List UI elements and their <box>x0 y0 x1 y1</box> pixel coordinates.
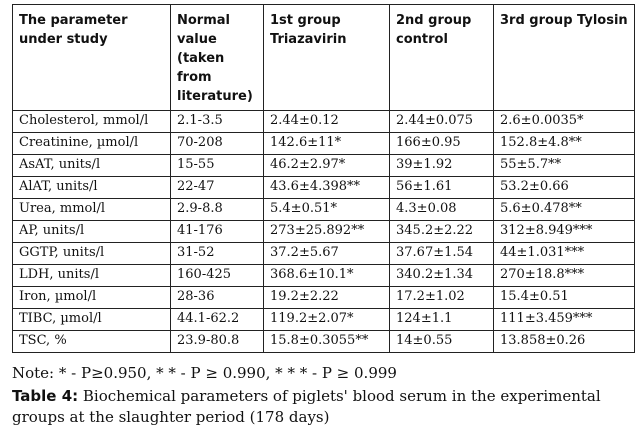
cell-parameter: GGTP, units/l <box>12 242 171 265</box>
table-row: LDH, units/l 160-425 368.6±10.1* 340.2±1… <box>12 264 635 287</box>
cell-normal: 70-208 <box>170 132 264 155</box>
header-parameter: The parameter under study <box>12 4 171 111</box>
cell-parameter: Urea, mmol/l <box>12 198 171 221</box>
table-row: TSC, % 23.9-80.8 15.8±0.3055** 14±0.55 1… <box>12 330 635 353</box>
cell-group-2: 340.2±1.34 <box>389 264 494 287</box>
cell-normal: 44.1-62.2 <box>170 308 264 331</box>
table-caption: Table 4: Biochemical parameters of pigle… <box>12 386 632 428</box>
cell-parameter: Creatinine, µmol/l <box>12 132 171 155</box>
cell-group-2: 37.67±1.54 <box>389 242 494 265</box>
caption-text: Biochemical parameters of piglets' blood… <box>12 387 601 426</box>
cell-group-3: 111±3.459*** <box>493 308 635 331</box>
cell-group-3: 55±5.7** <box>493 154 635 177</box>
cell-group-3: 312±8.949*** <box>493 220 635 243</box>
table-row: Urea, mmol/l 2.9-8.8 5.4±0.51* 4.3±0.08 … <box>12 198 635 221</box>
cell-normal: 28-36 <box>170 286 264 309</box>
cell-group-2: 39±1.92 <box>389 154 494 177</box>
cell-parameter: Cholesterol, mmol/l <box>12 110 171 133</box>
cell-group-1: 43.6±4.398** <box>263 176 390 199</box>
cell-group-3: 13.858±0.26 <box>493 330 635 353</box>
cell-normal: 23.9-80.8 <box>170 330 264 353</box>
cell-parameter: AlAT, units/l <box>12 176 171 199</box>
cell-group-1: 368.6±10.1* <box>263 264 390 287</box>
cell-group-2: 17.2±1.02 <box>389 286 494 309</box>
cell-group-1: 142.6±11* <box>263 132 390 155</box>
header-group-2: 2nd group control <box>389 4 494 111</box>
cell-group-1: 19.2±2.22 <box>263 286 390 309</box>
header-normal-value: Normal value (taken from literature) <box>170 4 264 111</box>
cell-parameter: Iron, µmol/l <box>12 286 171 309</box>
cell-group-2: 166±0.95 <box>389 132 494 155</box>
cell-normal: 15-55 <box>170 154 264 177</box>
cell-normal: 2.9-8.8 <box>170 198 264 221</box>
header-group-3: 3rd group Tylosin <box>493 4 635 111</box>
cell-parameter: TIBC, µmol/l <box>12 308 171 331</box>
cell-group-3: 53.2±0.66 <box>493 176 635 199</box>
cell-group-2: 14±0.55 <box>389 330 494 353</box>
significance-note: Note: * - P≥0.950, * * - P ≥ 0.990, * * … <box>12 364 397 382</box>
cell-group-1: 273±25.892** <box>263 220 390 243</box>
cell-group-1: 37.2±5.67 <box>263 242 390 265</box>
cell-normal: 41-176 <box>170 220 264 243</box>
cell-parameter: AsAT, units/l <box>12 154 171 177</box>
table-row: GGTP, units/l 31-52 37.2±5.67 37.67±1.54… <box>12 242 635 265</box>
cell-group-3: 152.8±4.8** <box>493 132 635 155</box>
cell-group-2: 345.2±2.22 <box>389 220 494 243</box>
cell-group-2: 124±1.1 <box>389 308 494 331</box>
cell-group-1: 2.44±0.12 <box>263 110 390 133</box>
cell-normal: 31-52 <box>170 242 264 265</box>
caption-label: Table 4: <box>12 387 79 405</box>
cell-parameter: AP, units/l <box>12 220 171 243</box>
table-row: AP, units/l 41-176 273±25.892** 345.2±2.… <box>12 220 635 243</box>
cell-group-1: 119.2±2.07* <box>263 308 390 331</box>
cell-group-2: 56±1.61 <box>389 176 494 199</box>
header-group-1: 1st group Triazavirin <box>263 4 390 111</box>
table-row: Cholesterol, mmol/l 2.1-3.5 2.44±0.12 2.… <box>12 110 635 133</box>
cell-group-3: 270±18.8*** <box>493 264 635 287</box>
cell-group-1: 46.2±2.97* <box>263 154 390 177</box>
cell-group-3: 2.6±0.0035* <box>493 110 635 133</box>
cell-group-2: 2.44±0.075 <box>389 110 494 133</box>
cell-normal: 22-47 <box>170 176 264 199</box>
table-row: TIBC, µmol/l 44.1-62.2 119.2±2.07* 124±1… <box>12 308 635 331</box>
cell-group-3: 44±1.031*** <box>493 242 635 265</box>
table-row: AsAT, units/l 15-55 46.2±2.97* 39±1.92 5… <box>12 154 635 177</box>
table-row: Iron, µmol/l 28-36 19.2±2.22 17.2±1.02 1… <box>12 286 635 309</box>
cell-parameter: TSC, % <box>12 330 171 353</box>
table-header-row: The parameter under study Normal value (… <box>12 4 635 111</box>
cell-normal: 160-425 <box>170 264 264 287</box>
table-body: Cholesterol, mmol/l 2.1-3.5 2.44±0.12 2.… <box>12 110 635 353</box>
cell-normal: 2.1-3.5 <box>170 110 264 133</box>
table-row: AlAT, units/l 22-47 43.6±4.398** 56±1.61… <box>12 176 635 199</box>
cell-group-3: 15.4±0.51 <box>493 286 635 309</box>
cell-parameter: LDH, units/l <box>12 264 171 287</box>
cell-group-1: 15.8±0.3055** <box>263 330 390 353</box>
cell-group-2: 4.3±0.08 <box>389 198 494 221</box>
table-row: Creatinine, µmol/l 70-208 142.6±11* 166±… <box>12 132 635 155</box>
results-table: The parameter under study Normal value (… <box>12 4 635 353</box>
cell-group-3: 5.6±0.478** <box>493 198 635 221</box>
cell-group-1: 5.4±0.51* <box>263 198 390 221</box>
